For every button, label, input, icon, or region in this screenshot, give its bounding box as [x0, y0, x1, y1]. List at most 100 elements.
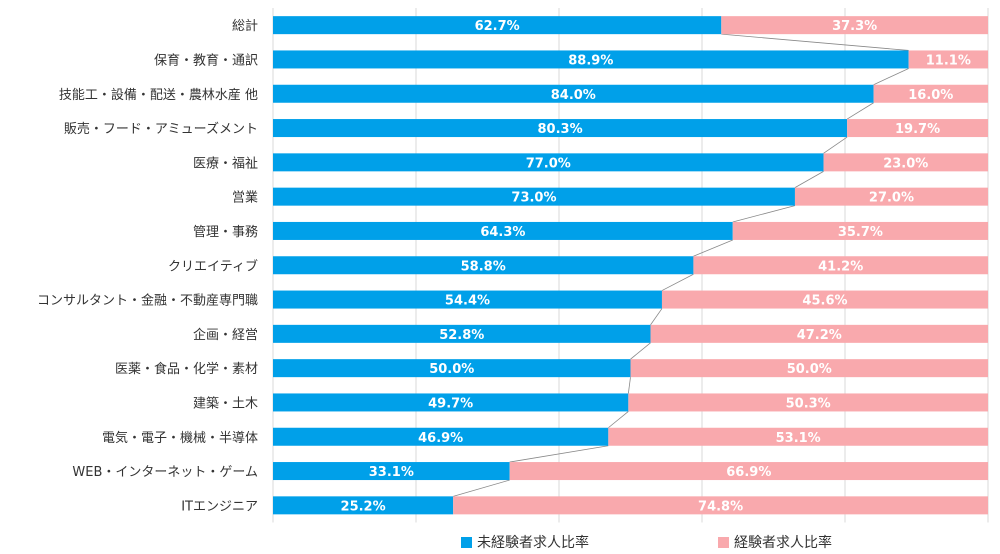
legend: 未経験者求人比率 経験者求人比率 [0, 532, 1000, 552]
bar-segment [273, 427, 609, 446]
data-label: 16.0% [908, 88, 953, 103]
data-label: 45.6% [802, 294, 847, 309]
data-labels: 62.7% 37.3% 88.9% 11.1% 84.0% 16.0% 80.3% 19.7%… [341, 19, 971, 514]
category-label: 総計 [232, 18, 258, 34]
bar-segment [732, 221, 988, 240]
bar-segment [509, 462, 988, 481]
series-line [453, 479, 510, 497]
bar-segment [794, 187, 988, 206]
bar-segment [847, 119, 988, 138]
data-label: 46.9% [418, 431, 463, 446]
bar-segment [823, 153, 988, 172]
data-label: 58.8% [461, 259, 506, 274]
data-label: 62.7% [475, 19, 520, 34]
data-label: 64.3% [480, 225, 525, 240]
data-label: 35.7% [838, 225, 883, 240]
bar-segment [453, 496, 988, 515]
category-label: 保育・教育・通訳 [154, 52, 258, 68]
category-label: クリエイティブ [168, 258, 258, 274]
series-line [608, 411, 629, 429]
bar-segment [273, 221, 733, 240]
data-label: 80.3% [538, 122, 583, 137]
data-label: 77.0% [526, 156, 571, 171]
data-label: 84.0% [551, 88, 596, 103]
bar-segment [273, 462, 510, 481]
series-line [509, 445, 609, 463]
bar-segment [650, 324, 988, 343]
series-line [693, 239, 733, 257]
category-label: WEB・インターネット・ゲーム [72, 465, 258, 480]
bar-segment [873, 84, 988, 103]
data-label: 33.1% [369, 465, 414, 480]
series-line [794, 171, 824, 188]
data-label: 52.8% [439, 328, 484, 343]
category-label: 医療・福祉 [193, 156, 258, 171]
category-label: 電気・電子・機械・半導体 [102, 430, 258, 446]
data-label: 27.0% [869, 191, 914, 206]
series-line [721, 33, 909, 51]
data-label: 47.2% [797, 328, 842, 343]
bar-segment [273, 496, 454, 515]
data-label: 37.3% [832, 19, 877, 34]
bar-segment [273, 324, 651, 343]
data-label: 73.0% [511, 191, 556, 206]
series-line [846, 102, 874, 120]
legend-item-series-2: 経験者求人比率 [718, 532, 832, 552]
data-label: 88.9% [568, 53, 613, 68]
bar-segment [273, 256, 694, 275]
data-label: 19.7% [895, 122, 940, 137]
series-line [732, 205, 796, 223]
bar-segment [693, 256, 988, 275]
bar-segment [628, 393, 988, 412]
bar-segment [273, 153, 824, 172]
data-label: 25.2% [341, 499, 386, 514]
series-lines [453, 33, 909, 497]
bar-segment [273, 393, 629, 412]
category-label: 営業 [232, 190, 258, 206]
category-label: 建築・土木 [193, 396, 258, 411]
series-line [650, 308, 663, 326]
category-label: ITエンジニア [181, 499, 258, 514]
data-label: 23.0% [883, 156, 928, 171]
category-label: 企画・経営 [193, 327, 258, 343]
data-label: 41.2% [818, 259, 863, 274]
bar-segment [273, 84, 874, 103]
bar-segment [661, 290, 988, 309]
bars [273, 16, 988, 515]
data-label: 49.7% [428, 396, 473, 411]
bar-segment [273, 119, 848, 138]
bar-segment [273, 50, 909, 69]
data-label: 50.0% [429, 362, 474, 377]
series-line [627, 377, 631, 394]
category-label: 医薬・食品・化学・素材 [115, 361, 258, 377]
data-label: 50.3% [786, 396, 831, 411]
data-label: 53.1% [776, 431, 821, 446]
bar-segment [608, 427, 988, 446]
bar-segment [908, 50, 988, 69]
bar-segment [273, 187, 795, 206]
bar-segment [273, 359, 631, 378]
bar-segment [273, 16, 722, 35]
category-label: 販売・フード・アミューズメント [64, 121, 258, 137]
bar-segment [721, 16, 988, 35]
legend-swatch-series-2 [718, 536, 729, 548]
legend-label-series-1: 未経験者求人比率 [477, 535, 589, 551]
bar-segment [630, 359, 988, 378]
category-label: 管理・事務 [193, 225, 258, 240]
series-line [823, 136, 848, 154]
legend-label-series-2: 経験者求人比率 [734, 535, 832, 551]
data-label: 74.8% [698, 499, 743, 514]
bar-segment [273, 290, 662, 309]
category-label: 技能工・設備・配送・農林水産 他 [59, 87, 258, 103]
data-label: 66.9% [726, 465, 771, 480]
category-label: コンサルタント・金融・不動産専門職 [37, 293, 258, 309]
legend-item-series-1: 未経験者求人比率 [461, 532, 589, 552]
data-label: 11.1% [926, 53, 971, 68]
data-label: 54.4% [445, 294, 490, 309]
series-line [873, 68, 909, 86]
data-label: 50.0% [787, 362, 832, 377]
series-line [661, 273, 694, 291]
series-line [630, 342, 651, 360]
